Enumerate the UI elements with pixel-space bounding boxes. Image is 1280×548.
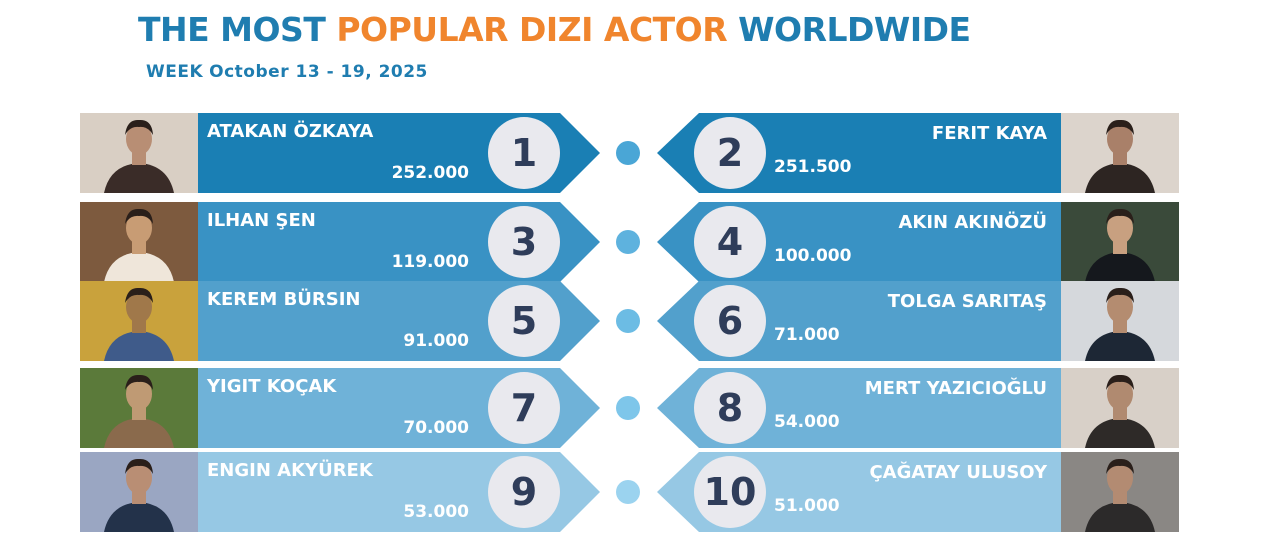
actor-photo-icon: [80, 113, 198, 193]
vote-count: 53.000: [403, 502, 469, 522]
rank-badge: 8: [694, 372, 766, 444]
page-subtitle: WEEK October 13 - 19, 2025: [146, 62, 428, 82]
vote-count: 54.000: [774, 412, 840, 432]
actor-photo-icon: [80, 202, 198, 282]
ranking-row: ATAKAN ÖZKAYA 252.000 1 FERIT KAYA 251.500 2: [0, 113, 1280, 193]
separator-dot: [616, 309, 640, 333]
actor-photo-icon: [1061, 113, 1179, 193]
separator-dot: [616, 396, 640, 420]
rank-badge: 3: [488, 206, 560, 278]
actor-name: AKIN AKINÖZÜ: [898, 212, 1047, 233]
ranking-row: ILHAN ŞEN 119.000 3 AKIN AKINÖZÜ 100.000 4: [0, 202, 1280, 282]
actor-photo-icon: [1061, 452, 1179, 532]
rank-badge: 9: [488, 456, 560, 528]
actor-name: TOLGA SARITAŞ: [887, 291, 1047, 312]
rank-badge: 1: [488, 117, 560, 189]
actor-name: MERT YAZICIOĞLU: [864, 378, 1047, 399]
rank-badge: 6: [694, 285, 766, 357]
vote-count: 252.000: [391, 163, 469, 183]
ranking-row: ENGIN AKYÜREK 53.000 9 ÇAĞATAY ULUSOY 51.000…: [0, 452, 1280, 532]
vote-count: 91.000: [403, 331, 469, 351]
actor-name: KEREM BÜRSIN: [207, 289, 361, 310]
actor-photo-icon: [80, 368, 198, 448]
vote-count: 71.000: [774, 325, 840, 345]
separator-dot: [616, 480, 640, 504]
vote-count: 51.000: [774, 496, 840, 516]
actor-photo-icon: [1061, 202, 1179, 282]
actor-name: YIGIT KOÇAK: [207, 376, 337, 397]
title-part-2: POPULAR DIZI ACTOR: [336, 10, 728, 49]
ranking-row: YIGIT KOÇAK 70.000 7 MERT YAZICIOĞLU 54.000 8: [0, 368, 1280, 448]
vote-count: 100.000: [774, 246, 852, 266]
rank-badge: 4: [694, 206, 766, 278]
title-part-3: WORLDWIDE: [738, 10, 971, 49]
subtitle-dates: October 13 - 19, 2025: [209, 62, 428, 82]
actor-photo-icon: [1061, 281, 1179, 361]
actor-name: ÇAĞATAY ULUSOY: [869, 462, 1047, 483]
vote-count: 251.500: [774, 157, 852, 177]
vote-count: 119.000: [391, 252, 469, 272]
actor-name: FERIT KAYA: [931, 123, 1047, 144]
separator-dot: [616, 230, 640, 254]
page-title: THE MOST POPULAR DIZI ACTOR WORLDWIDE: [138, 10, 971, 49]
rank-badge: 5: [488, 285, 560, 357]
ranking-row: KEREM BÜRSIN 91.000 5 TOLGA SARITAŞ 71.000 6: [0, 281, 1280, 361]
actor-photo-icon: [1061, 368, 1179, 448]
actor-photo-icon: [80, 281, 198, 361]
actor-name: ENGIN AKYÜREK: [207, 460, 373, 481]
separator-dot: [616, 141, 640, 165]
rank-badge: 2: [694, 117, 766, 189]
rank-badge: 10: [694, 456, 766, 528]
actor-photo-icon: [80, 452, 198, 532]
vote-count: 70.000: [403, 418, 469, 438]
actor-name: ATAKAN ÖZKAYA: [207, 121, 374, 142]
subtitle-week: WEEK: [146, 62, 204, 82]
actor-name: ILHAN ŞEN: [207, 210, 316, 231]
title-part-1: THE MOST: [138, 10, 326, 49]
rank-badge: 7: [488, 372, 560, 444]
